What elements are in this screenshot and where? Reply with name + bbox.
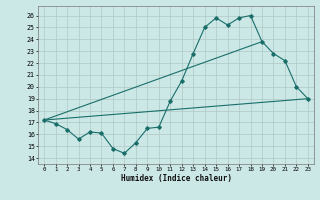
X-axis label: Humidex (Indice chaleur): Humidex (Indice chaleur) <box>121 174 231 183</box>
